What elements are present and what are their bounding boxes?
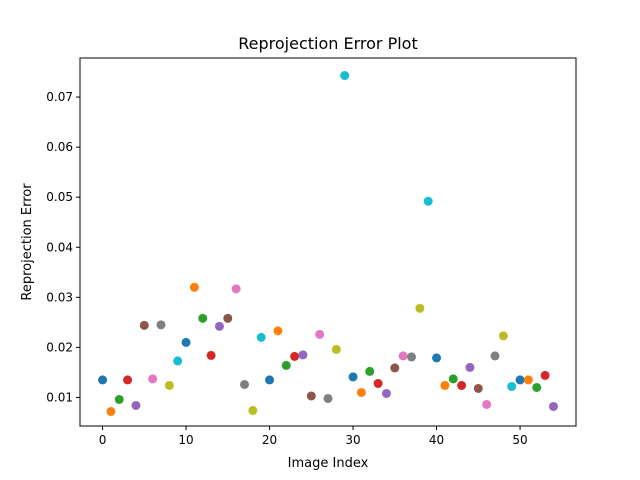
data-point-16 bbox=[231, 284, 241, 294]
data-point-4 bbox=[131, 400, 141, 410]
y-tick-label: 0.02 bbox=[46, 340, 73, 354]
data-point-5 bbox=[139, 320, 149, 330]
chart-title: Reprojection Error Plot bbox=[238, 34, 417, 53]
data-point-38 bbox=[415, 303, 425, 313]
x-tick-label: 40 bbox=[429, 433, 444, 447]
data-point-20 bbox=[265, 375, 275, 385]
data-point-46 bbox=[482, 399, 492, 409]
data-point-29 bbox=[340, 71, 350, 81]
data-point-7 bbox=[156, 320, 166, 330]
data-point-52 bbox=[532, 382, 542, 392]
data-point-19 bbox=[256, 332, 266, 342]
data-point-36 bbox=[398, 351, 408, 361]
data-point-6 bbox=[148, 374, 158, 384]
y-tick-label: 0.07 bbox=[46, 90, 73, 104]
y-axis-ticks: 0.01 0.02 0.03 0.04 0.05 0.06 0.07 bbox=[46, 90, 80, 404]
data-point-3 bbox=[123, 375, 133, 385]
data-point-17 bbox=[239, 379, 249, 389]
x-tick-label: 20 bbox=[262, 433, 277, 447]
data-point-31 bbox=[356, 387, 366, 397]
data-point-54 bbox=[548, 401, 558, 411]
data-point-50 bbox=[515, 375, 525, 385]
data-point-48 bbox=[498, 331, 508, 341]
data-point-42 bbox=[448, 374, 458, 384]
x-axis-label: Image Index bbox=[288, 456, 369, 471]
data-point-26 bbox=[315, 329, 325, 339]
x-tick-label: 50 bbox=[512, 433, 527, 447]
data-point-0 bbox=[98, 375, 108, 385]
data-point-1 bbox=[106, 406, 116, 416]
data-point-21 bbox=[273, 326, 283, 336]
y-tick-label: 0.03 bbox=[46, 290, 73, 304]
x-tick-label: 30 bbox=[345, 433, 360, 447]
x-tick-label: 10 bbox=[178, 433, 193, 447]
y-tick-label: 0.01 bbox=[46, 390, 73, 404]
data-point-22 bbox=[281, 360, 291, 370]
plot-frame bbox=[79, 57, 577, 427]
y-axis-label: Reprojection Error bbox=[20, 183, 35, 301]
data-point-45 bbox=[473, 383, 483, 393]
data-point-43 bbox=[457, 380, 467, 390]
data-point-8 bbox=[164, 380, 174, 390]
data-point-13 bbox=[206, 350, 216, 360]
data-point-32 bbox=[365, 366, 375, 376]
data-point-28 bbox=[331, 344, 341, 354]
data-point-51 bbox=[523, 375, 533, 385]
data-point-41 bbox=[440, 380, 450, 390]
y-tick-label: 0.06 bbox=[46, 140, 73, 154]
data-point-40 bbox=[432, 353, 442, 363]
data-point-10 bbox=[181, 337, 191, 347]
data-point-53 bbox=[540, 370, 550, 380]
data-point-24 bbox=[298, 350, 308, 360]
data-point-39 bbox=[423, 196, 433, 206]
data-point-18 bbox=[248, 405, 258, 415]
data-point-2 bbox=[114, 394, 124, 404]
x-tick-label: 0 bbox=[99, 433, 107, 447]
data-point-23 bbox=[290, 351, 300, 361]
data-point-30 bbox=[348, 372, 358, 382]
data-point-15 bbox=[223, 313, 233, 323]
data-point-14 bbox=[214, 321, 224, 331]
data-point-44 bbox=[465, 362, 475, 372]
data-point-25 bbox=[306, 391, 316, 401]
data-point-9 bbox=[173, 356, 183, 366]
data-point-27 bbox=[323, 393, 333, 403]
data-point-12 bbox=[198, 313, 208, 323]
data-points bbox=[98, 71, 558, 416]
data-point-47 bbox=[490, 351, 500, 361]
y-tick-label: 0.04 bbox=[46, 240, 73, 254]
data-point-37 bbox=[407, 352, 417, 362]
data-point-33 bbox=[373, 378, 383, 388]
x-axis-ticks: 0 10 20 30 40 50 bbox=[99, 426, 528, 447]
data-point-35 bbox=[390, 363, 400, 373]
data-point-11 bbox=[189, 282, 199, 292]
y-tick-label: 0.05 bbox=[46, 190, 73, 204]
data-point-49 bbox=[507, 381, 517, 391]
data-point-34 bbox=[381, 388, 391, 398]
